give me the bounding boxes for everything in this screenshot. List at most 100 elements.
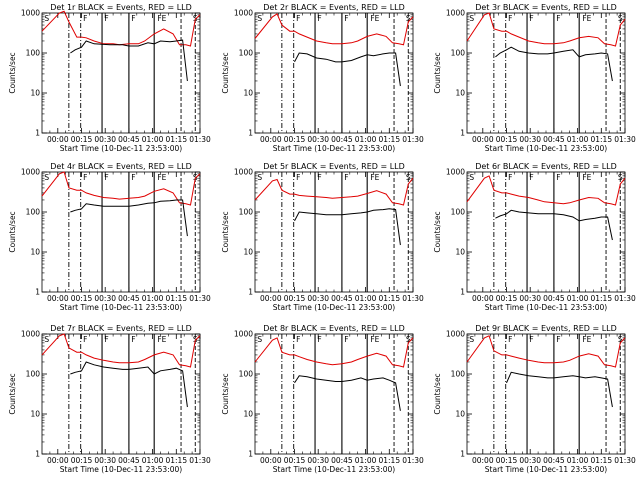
y-tick-label: 1 bbox=[35, 288, 40, 297]
x-tick-label: 01:15 bbox=[378, 456, 400, 465]
y-tick-label: 10 bbox=[455, 410, 465, 419]
panel-det-4: Det 4r BLACK = Events, RED = LLD 1 10 100 10… bbox=[8, 162, 211, 312]
y-tick-label: 1000 bbox=[21, 330, 40, 339]
y-tick-label: 1000 bbox=[446, 168, 465, 177]
x-tick-label: 01:00 bbox=[355, 294, 377, 303]
flag-label: FE bbox=[157, 14, 166, 23]
flag-label: FE bbox=[582, 335, 591, 344]
y-tick-label: 1 bbox=[460, 288, 465, 297]
flag-label: F bbox=[556, 173, 560, 182]
flag-label: S bbox=[406, 173, 411, 182]
x-tick-label: 01:15 bbox=[165, 294, 187, 303]
flag-label: F bbox=[508, 173, 512, 182]
flag-label: F bbox=[296, 335, 300, 344]
y-tick-label: 1000 bbox=[21, 168, 40, 177]
panel-det-7: Det 7r BLACK = Events, RED = LLD 1 10 100 10… bbox=[8, 324, 211, 474]
x-tick-label: 00:00 bbox=[47, 294, 69, 303]
flag-label: F bbox=[104, 335, 108, 344]
x-tick-label: 01:00 bbox=[567, 456, 589, 465]
y-tick-label: 100 bbox=[239, 208, 254, 217]
plot-frame bbox=[466, 333, 626, 455]
panel-title: Det 5r BLACK = Events, RED = LLD bbox=[263, 162, 405, 171]
flag-label: S bbox=[257, 14, 262, 23]
flag-label: S bbox=[257, 335, 262, 344]
flag-label: F bbox=[104, 173, 108, 182]
y-tick-label: 100 bbox=[451, 49, 466, 58]
x-tick-label: 01:00 bbox=[142, 294, 164, 303]
y-axis-label: Counts/sec bbox=[8, 211, 17, 252]
x-tick-label: 00:30 bbox=[307, 456, 329, 465]
plot-frame bbox=[41, 12, 201, 134]
x-tick-label: 01:30 bbox=[189, 294, 211, 303]
x-tick-label: 01:00 bbox=[567, 135, 589, 144]
x-tick-label: 00:30 bbox=[307, 294, 329, 303]
panel-title: Det 3r BLACK = Events, RED = LLD bbox=[475, 3, 617, 12]
series-lld bbox=[254, 177, 414, 206]
y-axis-label: Counts/sec bbox=[8, 373, 17, 414]
flag-label: S bbox=[44, 14, 49, 23]
x-tick-label: 00:15 bbox=[284, 456, 306, 465]
flag-label: S bbox=[44, 335, 49, 344]
y-tick-label: 100 bbox=[451, 370, 466, 379]
flag-label: S bbox=[406, 335, 411, 344]
panel-det-3: Det 3r BLACK = Events, RED = LLD 1 10 100 10… bbox=[433, 3, 636, 153]
flag-label: F bbox=[556, 335, 560, 344]
flag-label: FE bbox=[582, 173, 591, 182]
flag-label: F bbox=[317, 14, 321, 23]
y-tick-label: 1 bbox=[35, 450, 40, 459]
series-events bbox=[294, 52, 401, 87]
flag-label: F bbox=[556, 14, 560, 23]
series-lld bbox=[466, 12, 626, 47]
x-tick-label: 00:15 bbox=[71, 456, 93, 465]
y-tick-label: 10 bbox=[30, 410, 40, 419]
x-tick-label: 01:30 bbox=[614, 294, 636, 303]
flag-label: S bbox=[44, 173, 49, 182]
series-lld bbox=[466, 175, 626, 206]
y-tick-label: 10 bbox=[243, 410, 253, 419]
x-tick-label: 00:00 bbox=[472, 294, 494, 303]
x-tick-label: 00:30 bbox=[307, 135, 329, 144]
x-tick-label: 00:45 bbox=[118, 456, 140, 465]
x-tick-label: 00:30 bbox=[94, 456, 116, 465]
plot-frame bbox=[254, 333, 414, 455]
flag-label: FE bbox=[370, 14, 379, 23]
x-tick-label: 00:45 bbox=[331, 135, 353, 144]
x-tick-label: 00:15 bbox=[284, 135, 306, 144]
x-tick-label: 01:00 bbox=[355, 135, 377, 144]
flag-label: S bbox=[618, 14, 623, 23]
x-tick-label: 01:15 bbox=[590, 456, 612, 465]
x-axis-label: Start Time (10-Dec-11 23:53:00) bbox=[60, 144, 182, 153]
y-axis-label: Counts/sec bbox=[8, 52, 17, 93]
y-axis-label: Counts/sec bbox=[221, 373, 230, 414]
x-tick-label: 00:30 bbox=[519, 456, 541, 465]
y-tick-label: 1000 bbox=[446, 9, 465, 18]
panel-det-9: Det 9r BLACK = Events, RED = LLD 1 10 100 10… bbox=[433, 324, 636, 474]
flag-label: S bbox=[469, 14, 474, 23]
x-tick-label: 00:00 bbox=[260, 456, 282, 465]
y-tick-label: 10 bbox=[243, 89, 253, 98]
x-tick-label: 01:30 bbox=[614, 135, 636, 144]
y-tick-label: 100 bbox=[26, 370, 41, 379]
x-tick-label: 00:00 bbox=[47, 135, 69, 144]
x-tick-label: 00:00 bbox=[260, 135, 282, 144]
y-tick-label: 10 bbox=[455, 89, 465, 98]
y-axis-label: Counts/sec bbox=[433, 52, 442, 93]
flag-label: F bbox=[344, 173, 348, 182]
flag-label: F bbox=[317, 335, 321, 344]
x-tick-label: 00:45 bbox=[118, 135, 140, 144]
x-tick-label: 00:15 bbox=[71, 294, 93, 303]
flag-label: S bbox=[469, 173, 474, 182]
y-tick-label: 10 bbox=[455, 248, 465, 257]
flag-label: F bbox=[131, 335, 135, 344]
flag-label: S bbox=[618, 173, 623, 182]
y-tick-label: 1 bbox=[35, 129, 40, 138]
flag-label: F bbox=[508, 14, 512, 23]
x-tick-label: 01:15 bbox=[378, 135, 400, 144]
panel-det-6: Det 6r BLACK = Events, RED = LLD 1 10 100 10… bbox=[433, 162, 636, 312]
panel-det-2: Det 2r BLACK = Events, RED = LLD 1 10 100 10… bbox=[221, 3, 424, 153]
series-events bbox=[506, 371, 613, 408]
flag-label: F bbox=[529, 173, 533, 182]
x-tick-label: 00:30 bbox=[519, 294, 541, 303]
x-tick-label: 00:00 bbox=[260, 294, 282, 303]
